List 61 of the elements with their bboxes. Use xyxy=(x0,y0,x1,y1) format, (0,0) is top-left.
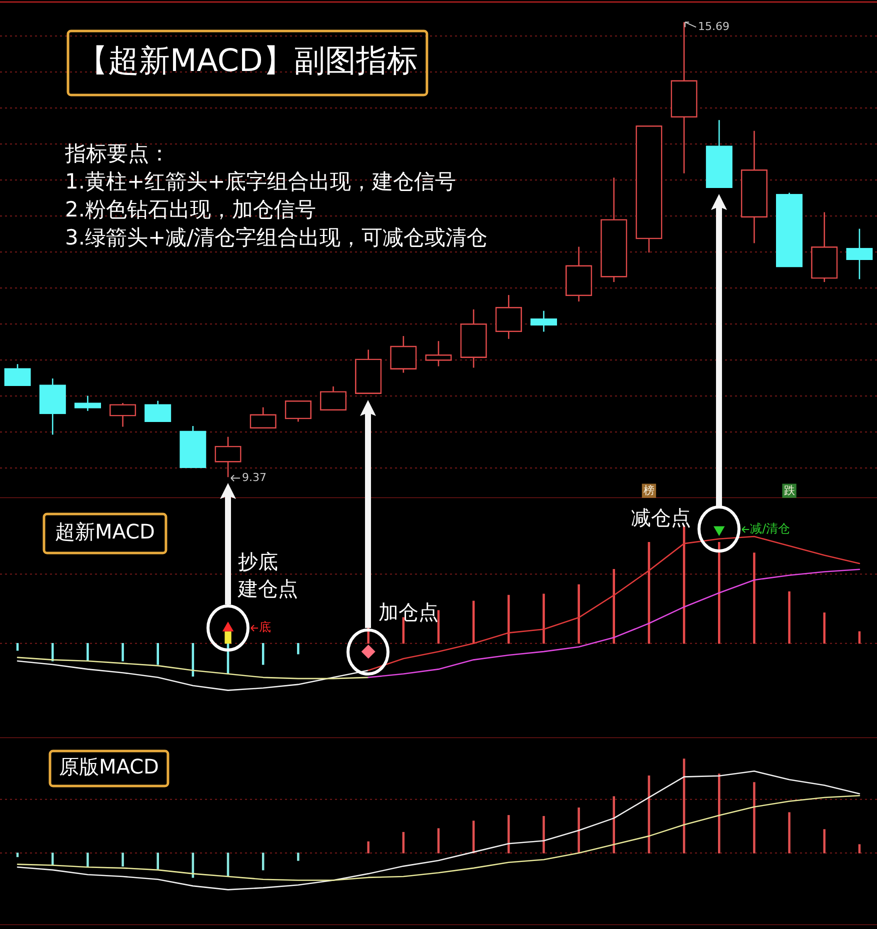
bar xyxy=(542,816,545,854)
bar xyxy=(578,808,580,854)
bar xyxy=(718,774,720,854)
candlestick xyxy=(284,400,312,422)
bar xyxy=(753,782,756,854)
candlestick xyxy=(320,386,347,411)
annotation: 2.粉色钻石出现，加仓信号 xyxy=(65,197,316,222)
bar xyxy=(86,852,89,868)
candlestick xyxy=(740,130,768,244)
bar xyxy=(437,828,440,854)
candlestick xyxy=(846,228,873,280)
annotation: 3.绿箭头+减/清仓字组合出现，可减仓或清仓 xyxy=(65,225,488,250)
annotation: 1.黄柱+红箭头+底字组合出现，建仓信号 xyxy=(65,169,456,194)
bar xyxy=(508,815,510,854)
bar xyxy=(367,841,370,854)
candlestick xyxy=(460,308,487,368)
annotation: 15.69 xyxy=(698,20,730,34)
data-label: 榜 xyxy=(643,484,654,498)
bar xyxy=(51,852,54,866)
bar xyxy=(788,812,790,854)
bar xyxy=(858,844,861,854)
bar xyxy=(578,584,580,644)
bar xyxy=(788,591,790,644)
chart-title: 原版MACD xyxy=(59,754,159,779)
candlestick xyxy=(636,125,662,254)
bar xyxy=(86,643,89,662)
annotation: 指标要点： xyxy=(64,141,170,166)
bar xyxy=(508,594,510,644)
annotation: 减仓点 xyxy=(631,506,692,530)
bar xyxy=(718,542,720,644)
annotation: 加仓点 xyxy=(378,600,438,624)
candlestick xyxy=(811,212,838,283)
data-label: 跌 xyxy=(784,484,795,498)
candlestick xyxy=(144,400,172,422)
bar xyxy=(16,852,19,858)
candlestick xyxy=(706,119,732,188)
bar xyxy=(156,852,159,870)
bar xyxy=(753,552,756,644)
bar xyxy=(122,643,124,662)
candlestick xyxy=(495,294,522,340)
bar xyxy=(542,594,545,644)
candlestick xyxy=(250,406,276,428)
bar xyxy=(262,852,264,870)
bar xyxy=(224,631,232,644)
candlestick xyxy=(74,395,102,412)
candlestick xyxy=(355,349,382,394)
bar xyxy=(297,852,300,861)
candlestick xyxy=(670,22,698,174)
candlestick xyxy=(565,246,592,302)
annotation: 9.37 xyxy=(242,470,267,484)
bar xyxy=(122,852,124,867)
annotation: 减/清仓 xyxy=(750,522,790,536)
annotation: 抄底建仓点 xyxy=(237,549,298,600)
bar xyxy=(51,643,54,662)
chart-title: 超新MACD xyxy=(55,520,155,544)
bar xyxy=(156,643,159,665)
candlestick xyxy=(530,310,558,332)
text: 【超新MACD】副图指标 xyxy=(77,43,418,80)
bar xyxy=(297,643,300,654)
candlestick xyxy=(39,378,66,436)
annotation: 底 xyxy=(259,620,272,634)
